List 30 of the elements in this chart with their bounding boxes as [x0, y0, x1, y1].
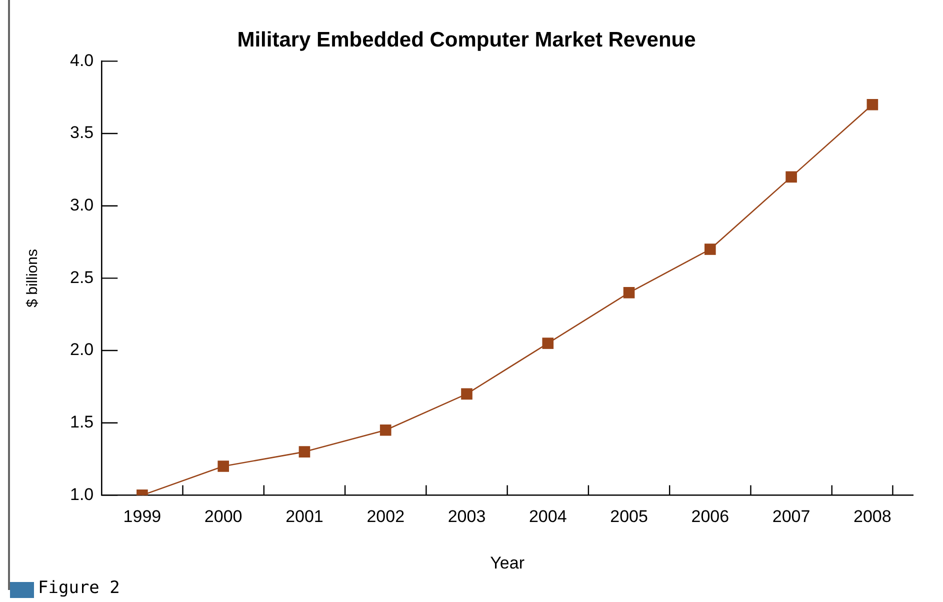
point [623, 287, 635, 298]
y-tick-label: 3.0 [70, 196, 94, 215]
x-tick-label: 2006 [691, 507, 730, 526]
point [298, 446, 310, 458]
y-tick-label: 2.5 [70, 268, 94, 287]
chart-title: Military Embedded Computer Market Revenue [237, 28, 696, 52]
point [786, 171, 797, 183]
x-tick-label: 1999 [123, 507, 162, 526]
y-tick-label: 1.0 [70, 484, 94, 504]
x-tick-label: 2007 [772, 507, 810, 526]
x-tick-label: 2001 [286, 507, 324, 526]
y-axis-title: $ billions [24, 249, 42, 308]
x-tick-label: 2008 [854, 507, 892, 526]
x-tick-label: 2002 [366, 507, 405, 526]
point [218, 460, 229, 472]
point [542, 338, 554, 349]
caption: Figure 2 [38, 578, 120, 598]
point [380, 424, 392, 436]
x-tick-label: 2005 [610, 507, 648, 526]
y-tick-label: 1.5 [70, 412, 94, 432]
point [704, 244, 716, 255]
x-tick-label: 2004 [528, 507, 567, 526]
y-tick-label: 3.5 [70, 123, 94, 142]
y-tick-label: 2.0 [70, 340, 94, 360]
x-tick-label: 2000 [204, 507, 242, 526]
y-tick-label: 4.0 [70, 50, 94, 70]
x-tick-label: 2003 [448, 507, 486, 526]
x-axis-title: Year [490, 553, 525, 572]
point [866, 98, 878, 110]
point [461, 388, 472, 400]
